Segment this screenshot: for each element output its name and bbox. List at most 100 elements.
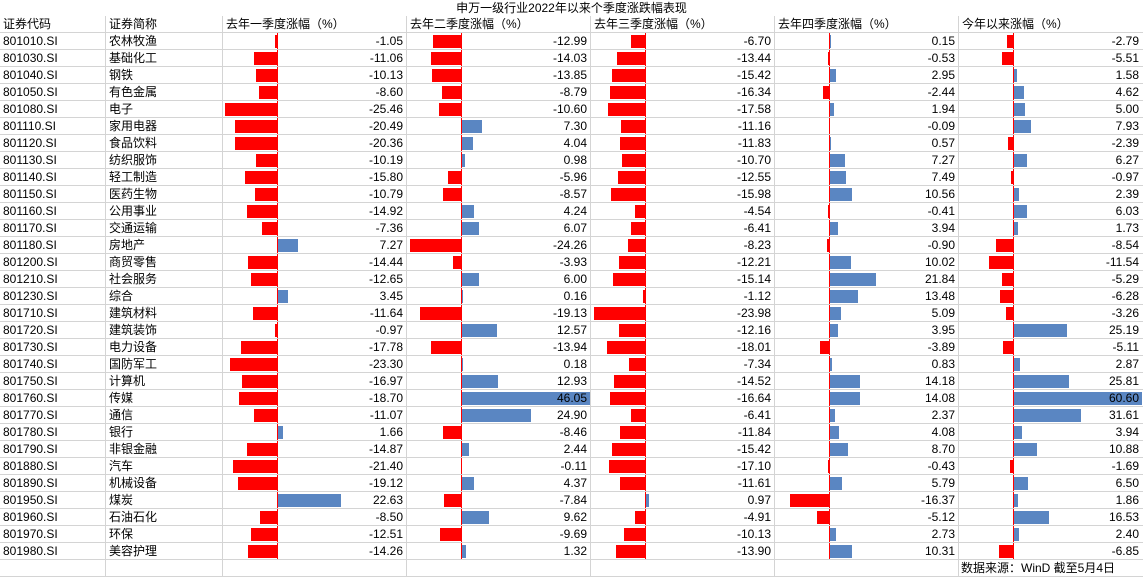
return-value-cell[interactable]: 6.00 xyxy=(563,272,587,286)
return-value-cell[interactable]: -11.16 xyxy=(737,119,771,133)
column-header-q4[interactable]: 去年四季度涨幅（%） xyxy=(778,17,897,31)
return-value-cell[interactable]: -10.13 xyxy=(368,68,403,82)
return-value-cell[interactable]: 24.90 xyxy=(556,408,587,422)
return-value-cell[interactable]: -13.44 xyxy=(736,51,771,65)
return-value-cell[interactable]: -11.84 xyxy=(737,425,771,439)
return-value-cell[interactable]: -0.53 xyxy=(927,51,955,65)
return-value-cell[interactable]: 3.45 xyxy=(379,289,403,303)
return-value-cell[interactable]: -11.83 xyxy=(737,136,771,150)
security-code-cell[interactable]: 801780.SI xyxy=(3,425,58,439)
return-value-cell[interactable]: 1.94 xyxy=(931,102,955,116)
security-name-cell[interactable]: 美容护理 xyxy=(109,544,158,558)
security-code-cell[interactable]: 801230.SI xyxy=(3,289,58,303)
return-value-cell[interactable]: 25.81 xyxy=(1108,374,1139,388)
security-code-cell[interactable]: 801110.SI xyxy=(3,119,56,133)
security-name-cell[interactable]: 医药生物 xyxy=(109,187,158,201)
security-name-cell[interactable]: 通信 xyxy=(109,408,134,422)
security-name-cell[interactable]: 食品饮料 xyxy=(109,136,158,150)
return-value-cell[interactable]: -18.70 xyxy=(368,391,403,405)
return-value-cell[interactable]: -15.42 xyxy=(736,442,771,456)
return-value-cell[interactable]: -0.09 xyxy=(927,119,955,133)
security-code-cell[interactable]: 801080.SI xyxy=(3,102,58,116)
security-name-cell[interactable]: 传媒 xyxy=(109,391,134,405)
return-value-cell[interactable]: -20.49 xyxy=(368,119,403,133)
return-value-cell[interactable]: -2.39 xyxy=(1111,136,1139,150)
return-value-cell[interactable]: 5.00 xyxy=(1115,102,1139,116)
return-value-cell[interactable]: 16.53 xyxy=(1108,510,1139,524)
column-header-q3[interactable]: 去年三季度涨幅（%） xyxy=(594,17,713,31)
security-code-cell[interactable]: 801030.SI xyxy=(3,51,58,65)
return-value-cell[interactable]: 2.95 xyxy=(931,68,955,82)
return-value-cell[interactable]: -23.30 xyxy=(368,357,403,371)
return-value-cell[interactable]: -20.36 xyxy=(368,136,403,150)
return-value-cell[interactable]: -21.40 xyxy=(368,459,403,473)
return-value-cell[interactable]: -12.55 xyxy=(736,170,771,184)
return-value-cell[interactable]: -14.26 xyxy=(368,544,403,558)
security-name-cell[interactable]: 电力设备 xyxy=(109,340,158,354)
return-value-cell[interactable]: 25.19 xyxy=(1108,323,1139,337)
security-code-cell[interactable]: 801730.SI xyxy=(3,340,58,354)
return-value-cell[interactable]: -11.07 xyxy=(369,408,403,422)
return-value-cell[interactable]: 6.27 xyxy=(1115,153,1139,167)
return-value-cell[interactable]: -3.89 xyxy=(927,340,955,354)
security-code-cell[interactable]: 801170.SI xyxy=(3,221,57,235)
return-value-cell[interactable]: -15.14 xyxy=(736,272,771,286)
return-value-cell[interactable]: 2.44 xyxy=(563,442,587,456)
return-value-cell[interactable]: -14.03 xyxy=(552,51,587,65)
return-value-cell[interactable]: -13.94 xyxy=(552,340,587,354)
security-code-cell[interactable]: 801150.SI xyxy=(3,187,57,201)
security-name-cell[interactable]: 银行 xyxy=(109,425,134,439)
return-value-cell[interactable]: -16.64 xyxy=(736,391,771,405)
return-value-cell[interactable]: 9.62 xyxy=(563,510,587,524)
security-name-cell[interactable]: 环保 xyxy=(109,527,134,541)
security-name-cell[interactable]: 汽车 xyxy=(109,459,134,473)
security-name-cell[interactable]: 交通运输 xyxy=(109,221,158,235)
security-code-cell[interactable]: 801790.SI xyxy=(3,442,58,456)
return-value-cell[interactable]: -7.84 xyxy=(559,493,587,507)
return-value-cell[interactable]: 2.40 xyxy=(1115,527,1139,541)
return-value-cell[interactable]: 3.94 xyxy=(1115,425,1139,439)
security-name-cell[interactable]: 有色金属 xyxy=(109,85,158,99)
return-value-cell[interactable]: -5.29 xyxy=(1111,272,1139,286)
return-value-cell[interactable]: -7.34 xyxy=(743,357,771,371)
return-value-cell[interactable]: 1.66 xyxy=(379,425,403,439)
security-name-cell[interactable]: 家用电器 xyxy=(109,119,158,133)
return-value-cell[interactable]: 10.56 xyxy=(924,187,955,201)
return-value-cell[interactable]: 7.93 xyxy=(1115,119,1139,133)
return-value-cell[interactable]: -5.12 xyxy=(927,510,955,524)
return-value-cell[interactable]: 4.04 xyxy=(563,136,587,150)
return-value-cell[interactable]: -1.12 xyxy=(743,289,771,303)
security-code-cell[interactable]: 801200.SI xyxy=(3,255,58,269)
return-value-cell[interactable]: -0.43 xyxy=(927,459,955,473)
return-value-cell[interactable]: 1.32 xyxy=(563,544,587,558)
return-value-cell[interactable]: 14.08 xyxy=(924,391,955,405)
security-code-cell[interactable]: 801740.SI xyxy=(3,357,58,371)
return-value-cell[interactable]: -8.54 xyxy=(1111,238,1139,252)
security-name-cell[interactable]: 钢铁 xyxy=(109,68,134,82)
return-value-cell[interactable]: -19.12 xyxy=(368,476,403,490)
return-value-cell[interactable]: -0.41 xyxy=(927,204,955,218)
return-value-cell[interactable]: 7.27 xyxy=(931,153,955,167)
column-header-code[interactable]: 证券代码 xyxy=(3,17,52,31)
security-name-cell[interactable]: 公用事业 xyxy=(109,204,158,218)
return-value-cell[interactable]: -10.60 xyxy=(552,102,587,116)
return-value-cell[interactable]: -4.54 xyxy=(743,204,771,218)
return-value-cell[interactable]: 1.86 xyxy=(1115,493,1139,507)
return-value-cell[interactable]: 10.88 xyxy=(1108,442,1139,456)
return-value-cell[interactable]: 0.97 xyxy=(747,493,771,507)
security-name-cell[interactable]: 石油石化 xyxy=(109,510,158,524)
return-value-cell[interactable]: -17.78 xyxy=(368,340,403,354)
return-value-cell[interactable]: 2.87 xyxy=(1115,357,1139,371)
return-value-cell[interactable]: 0.83 xyxy=(931,357,955,371)
return-value-cell[interactable]: -17.58 xyxy=(736,102,771,116)
return-value-cell[interactable]: -2.79 xyxy=(1111,34,1139,48)
return-value-cell[interactable]: 3.95 xyxy=(931,323,955,337)
return-value-cell[interactable]: -7.36 xyxy=(375,221,403,235)
return-value-cell[interactable]: 2.37 xyxy=(931,408,955,422)
return-value-cell[interactable]: 0.15 xyxy=(931,34,955,48)
return-value-cell[interactable]: -14.92 xyxy=(368,204,403,218)
security-name-cell[interactable]: 机械设备 xyxy=(109,476,158,490)
return-value-cell[interactable]: -6.70 xyxy=(743,34,771,48)
return-value-cell[interactable]: -8.23 xyxy=(743,238,771,252)
return-value-cell[interactable]: 2.73 xyxy=(931,527,955,541)
